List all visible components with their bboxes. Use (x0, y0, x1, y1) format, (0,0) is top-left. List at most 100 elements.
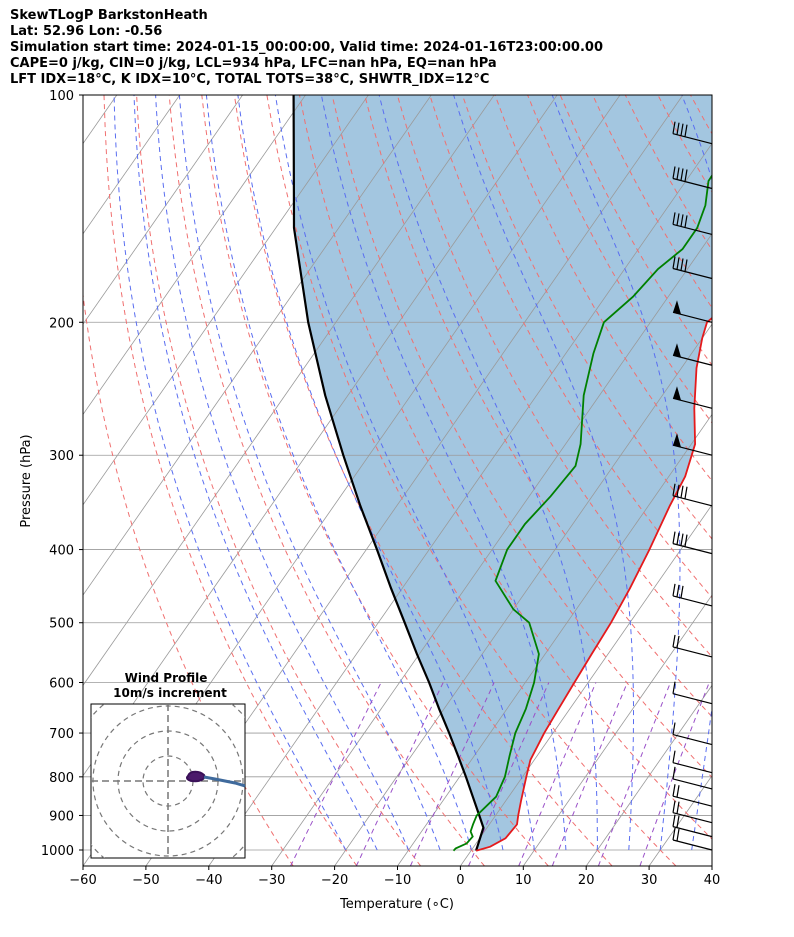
barb-staff (672, 354, 713, 366)
isotherm-line (83, 95, 369, 506)
wind-barb (672, 531, 713, 555)
barb-staff (672, 839, 713, 851)
temperature-line (475, 316, 712, 852)
parcel-fill-layer (293, 95, 712, 851)
cin-shading (293, 95, 712, 851)
dry-adiabat (494, 95, 712, 482)
wind-barb (672, 166, 713, 190)
barb-flag (672, 814, 676, 827)
barb-flag (676, 167, 680, 180)
y-tick-label: 100 (49, 89, 74, 104)
moist-adiabat (723, 95, 794, 850)
chart-title: SkewTLogP BarkstonHeath (10, 8, 208, 23)
barb-flag (676, 584, 680, 598)
y-tick-label: 200 (49, 316, 74, 331)
wind-barb (672, 800, 713, 824)
barb-flag (684, 169, 688, 182)
chart-header: SkewTLogP BarkstonHeath Lat: 52.96 Lon: … (10, 8, 603, 88)
barb-flag (684, 124, 688, 137)
y-tick-label: 900 (49, 809, 74, 824)
wind-barb (672, 634, 713, 658)
dry-adiabat (83, 290, 294, 866)
barb-flag (672, 583, 676, 597)
isotherm-line (460, 504, 712, 866)
x-tick-label: −60 (69, 873, 96, 888)
dry-adiabat (756, 95, 794, 866)
y-tick-label: 300 (49, 449, 74, 464)
wind-barb (672, 583, 713, 607)
y-axis: 100 200 300 400 500 600 700 800 900 1000 (41, 89, 83, 859)
wind-barb (672, 722, 713, 746)
wind-barb (672, 343, 713, 366)
barb-flag (676, 828, 680, 842)
x-tick-label: 10 (515, 873, 532, 888)
barb-staff (672, 177, 713, 190)
barb-staff (672, 826, 713, 838)
dry-adiabat (461, 95, 712, 540)
y-tick-label: 600 (49, 677, 74, 692)
barb-flag (680, 585, 684, 599)
barb-flag (676, 532, 680, 545)
x-tick-label: −10 (384, 873, 411, 888)
x-tick-label: 30 (641, 873, 658, 888)
barb-staff (672, 397, 713, 409)
moist-adiabat (320, 95, 567, 851)
wind-barb (672, 784, 713, 807)
barb-flag (680, 533, 684, 546)
x-tick-label: 40 (704, 873, 721, 888)
dry-adiabat (788, 95, 794, 866)
isotherm-line (271, 233, 712, 866)
barb-staff (672, 311, 713, 323)
barb-flag (672, 212, 676, 225)
barb-flag (672, 121, 676, 134)
dry-adiabat (723, 95, 794, 866)
y-tick-label: 500 (49, 617, 74, 632)
moist-adiabat (133, 95, 378, 851)
barb-flag (680, 485, 684, 498)
isotherm-line (585, 684, 712, 866)
barb-staff (672, 444, 713, 456)
barb-pennant (673, 300, 681, 315)
profile-lines-layer (292, 95, 712, 852)
barb-flag (676, 257, 680, 270)
barb-flag (676, 213, 680, 226)
barb-flag (684, 486, 688, 499)
barb-flag (684, 215, 688, 228)
x-tick-label: −30 (258, 873, 285, 888)
index-line: LFT IDX=18°C, K IDX=10°C, TOTAL TOTS=38°… (10, 72, 490, 87)
mixing-ratio-layer (290, 682, 710, 866)
dewpoint-line (452, 173, 712, 852)
location-line: Lat: 52.96 Lon: -0.56 (10, 24, 163, 39)
barb-staff (672, 795, 713, 807)
wind-barb (672, 827, 713, 851)
wind-barb (672, 750, 713, 774)
inset-subtitle: 10m/s increment (113, 686, 227, 700)
x-tick-label: −50 (132, 873, 159, 888)
hodograph-trace (203, 775, 245, 788)
dry-adiabat (396, 95, 712, 658)
barb-staff (672, 595, 713, 607)
wind-barb (672, 212, 713, 236)
barb-flag (672, 166, 676, 179)
moist-adiabat (453, 95, 634, 851)
moist-adiabat-layer (113, 95, 794, 851)
barb-flag (684, 259, 688, 272)
moist-adiabat (178, 95, 441, 851)
barb-staff (672, 646, 713, 658)
barb-flag (672, 722, 676, 735)
time-line: Simulation start time: 2024-01-15_00:00:… (10, 40, 603, 55)
barb-flag (676, 122, 680, 135)
barb-staff (672, 693, 713, 705)
mixing-ratio-line (355, 682, 444, 866)
y-tick-label: 800 (49, 771, 74, 786)
isotherm-line (83, 95, 181, 235)
moist-adiabat (378, 95, 598, 850)
barb-flag (672, 681, 676, 694)
dry-adiabat (201, 95, 549, 866)
wind-barb (672, 814, 713, 838)
dry-adiabat-layer (83, 95, 794, 866)
barb-flag (672, 750, 676, 763)
barb-staff (672, 133, 713, 145)
barb-staff (672, 778, 713, 790)
